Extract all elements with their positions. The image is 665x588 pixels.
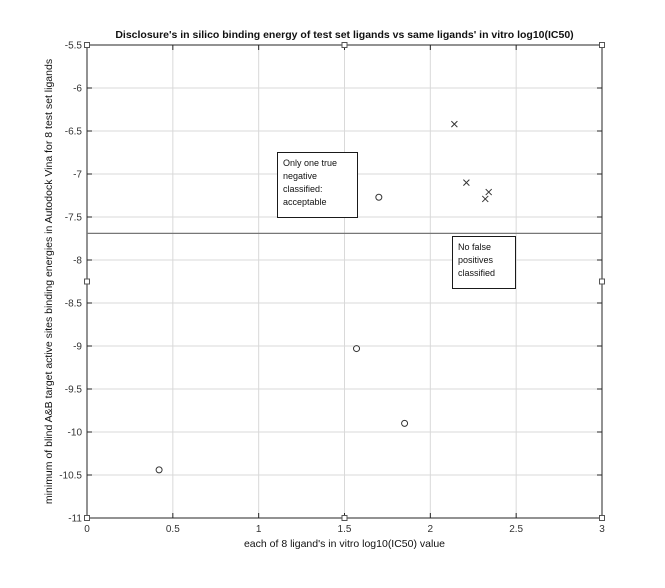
x-axis-label: each of 8 ligand's in vitro log10(IC50) … [244, 538, 445, 550]
y-axis-label: minimum of blind A&B target active sites… [43, 59, 55, 504]
annotation-box-true-negative: Only one true negative classified: accep… [277, 152, 358, 218]
y-tick-label: -7.5 [65, 213, 83, 224]
x-tick-label: 0.5 [166, 524, 180, 535]
y-tick-label: -6 [73, 84, 82, 95]
y-tick-label: -9 [73, 342, 82, 353]
square-marker [599, 42, 605, 48]
square-marker [84, 515, 90, 521]
annotation-box-no-false-positives: No false positives classified [452, 236, 516, 289]
annotation-line: Only one true [283, 158, 338, 168]
y-tick-label: -11 [68, 514, 82, 525]
data-point-circle [375, 193, 383, 201]
y-tick-label: -10 [68, 428, 83, 439]
data-point-x [481, 195, 489, 203]
x-tick-label: 3 [599, 524, 605, 535]
x-tick-label: 2 [428, 524, 434, 535]
square-marker [341, 42, 348, 48]
annotation-line: No false [458, 242, 492, 252]
square-marker [84, 278, 90, 285]
annotation-line: classified: [283, 184, 323, 194]
data-point-x [485, 188, 493, 196]
annotation-line: negative [283, 171, 318, 181]
y-tick-label: -6.5 [65, 127, 83, 138]
y-tick-label: -9.5 [65, 385, 83, 396]
y-tick-label: -8 [73, 256, 82, 267]
annotation-line: positives [458, 255, 494, 265]
data-point-circle [155, 466, 163, 474]
chart-title: Disclosure's in silico binding energy of… [115, 29, 573, 41]
annotation-line: classified [458, 268, 496, 278]
annotation-line: acceptable [283, 197, 327, 207]
square-marker [599, 515, 605, 521]
x-tick-label: 1 [256, 524, 262, 535]
square-marker [341, 515, 348, 521]
data-point-circle [401, 419, 409, 427]
square-marker [599, 278, 605, 285]
x-tick-label: 0 [84, 524, 90, 535]
x-tick-label: 2.5 [509, 524, 523, 535]
x-tick-label: 1.5 [338, 524, 352, 535]
y-tick-label: -7 [73, 170, 82, 181]
square-marker [84, 42, 90, 48]
y-tick-label: -8.5 [65, 299, 83, 310]
data-point-circle [353, 345, 361, 353]
data-point-x [451, 120, 458, 128]
data-point-x [463, 179, 470, 186]
y-tick-label: -5.5 [65, 41, 83, 52]
y-tick-label: -10.5 [59, 471, 82, 482]
